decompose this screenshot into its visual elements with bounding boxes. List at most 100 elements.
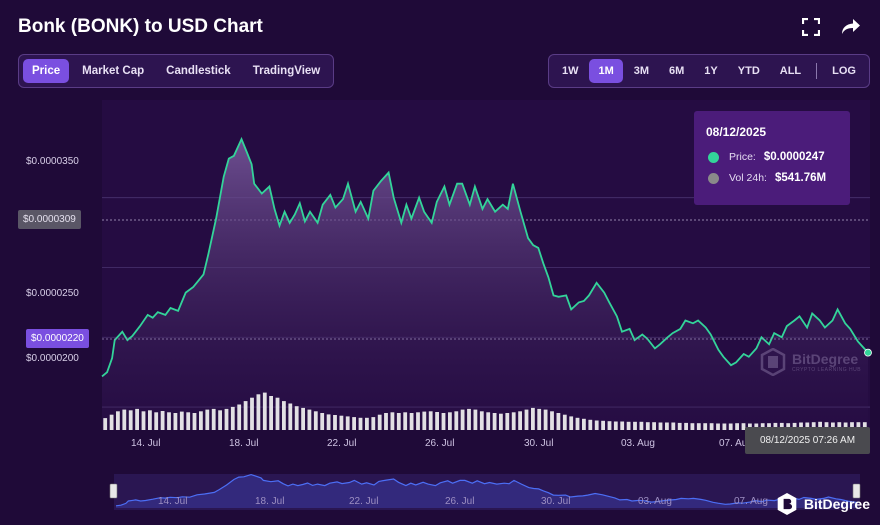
navigator-label: 26. Jul — [445, 496, 475, 507]
volume-bar — [256, 394, 261, 430]
volume-bar — [441, 413, 446, 430]
range-1w[interactable]: 1W — [561, 65, 579, 77]
bitdegree-brand[interactable]: BitDegree — [776, 492, 870, 516]
volume-bar — [543, 409, 548, 430]
volume-bar — [403, 412, 408, 430]
tab-price[interactable]: Price — [23, 59, 70, 83]
volume-bar — [837, 422, 842, 430]
volume-bar — [282, 401, 286, 430]
fullscreen-icon[interactable] — [800, 16, 822, 38]
volume-bar — [320, 413, 325, 430]
log-scale-toggle[interactable]: LOG — [832, 65, 856, 77]
volume-bar — [588, 419, 593, 430]
x-tick-label: 07. Aug — [719, 438, 753, 449]
x-tick-label: 18. Jul — [229, 438, 259, 449]
volume-bar — [620, 421, 625, 430]
volume-bar — [537, 408, 542, 430]
volume-bar — [626, 421, 631, 430]
navigator-handle-left[interactable] — [109, 483, 118, 499]
volume-bar — [684, 422, 688, 430]
tab-tradingview[interactable]: TradingView — [252, 65, 321, 77]
chart-type-tabs: Price Market Cap Candlestick TradingView — [18, 54, 335, 88]
volume-bar — [716, 423, 720, 430]
volume-bar — [633, 421, 637, 430]
volume-bar — [728, 423, 733, 430]
volume-bar — [454, 411, 459, 430]
time-range-selector: 1W 1M 3M 6M 1Y YTD ALL LOG — [547, 54, 870, 88]
volume-bar — [358, 417, 363, 430]
y-tick-label-200: $0.0000200 — [26, 353, 79, 364]
crosshair-time-badge: 08/12/2025 07:26 AM — [745, 427, 870, 454]
brand-name: BitDegree — [803, 496, 870, 512]
volume-bar — [562, 414, 567, 430]
navigator-area — [116, 474, 858, 508]
volume-bar — [754, 423, 759, 430]
volume-dot-icon — [708, 172, 719, 184]
volume-bar — [843, 422, 848, 430]
volume-bar — [243, 401, 248, 430]
share-icon[interactable] — [840, 16, 862, 38]
volume-bar — [831, 422, 835, 430]
tooltip-price-value: $0.0000247 — [763, 151, 825, 163]
volume-bar — [531, 407, 535, 430]
volume-bar — [748, 423, 752, 430]
x-tick-label: 30. Jul — [524, 438, 554, 449]
volume-bar — [262, 392, 267, 430]
price-chart[interactable] — [0, 98, 880, 525]
y-tick-label-250: $0.0000250 — [26, 288, 79, 299]
volume-bar — [116, 411, 120, 430]
volume-bar — [696, 423, 701, 430]
tooltip-volume-value: $541.76M — [774, 172, 827, 184]
volume-bar — [192, 413, 197, 430]
volume-bar — [645, 422, 650, 430]
volume-bar — [288, 403, 293, 430]
watermark-name: BitDegree — [792, 351, 859, 367]
range-all[interactable]: ALL — [779, 65, 802, 77]
volume-bar — [109, 414, 114, 430]
range-1y[interactable]: 1Y — [704, 65, 718, 77]
volume-bar — [811, 422, 816, 430]
volume-bar — [690, 423, 695, 430]
navigator-label: 22. Jul — [349, 496, 379, 507]
volume-bar — [103, 418, 108, 430]
range-ytd[interactable]: YTD — [737, 65, 760, 77]
volume-bar — [594, 420, 599, 430]
range-3m[interactable]: 3M — [633, 65, 650, 77]
volume-bar — [435, 412, 439, 430]
volume-bar — [339, 415, 344, 430]
range-1m[interactable]: 1M — [589, 59, 623, 83]
volume-bar — [722, 423, 727, 430]
bitdegree-watermark: BitDegree CRYPTO LEARNING HUB — [760, 348, 861, 376]
volume-bar — [786, 423, 791, 430]
volume-bar — [211, 408, 216, 430]
volume-bar — [741, 423, 746, 430]
tooltip-volume-row: Vol 24h: $541.76M — [708, 172, 826, 184]
volume-bar — [154, 412, 159, 430]
volume-bars — [103, 392, 867, 430]
volume-bar — [333, 415, 337, 430]
volume-bar — [773, 422, 778, 430]
volume-bar — [416, 412, 420, 430]
tooltip-volume-label: Vol 24h: — [729, 172, 767, 184]
volume-bar — [518, 411, 522, 430]
volume-bar — [384, 413, 388, 430]
range-6m[interactable]: 6M — [669, 65, 685, 77]
volume-bar — [850, 422, 854, 430]
volume-bar — [550, 411, 554, 430]
navigator-handle-right[interactable] — [852, 483, 861, 499]
volume-bar — [409, 413, 414, 430]
volume-bar — [556, 413, 561, 430]
tooltip-date: 08/12/2025 — [706, 125, 767, 139]
volume-bar — [467, 408, 471, 430]
volume-bar — [505, 413, 510, 430]
tab-market-cap[interactable]: Market Cap — [82, 65, 145, 77]
tab-candlestick[interactable]: Candlestick — [166, 65, 231, 77]
volume-bar — [179, 411, 184, 430]
watermark-subtitle: CRYPTO LEARNING HUB — [792, 367, 862, 373]
crosshair-price-badge: $0.0000309 — [18, 210, 81, 229]
volume-bar — [224, 408, 229, 430]
volume-bar — [613, 421, 618, 430]
volume-bar — [307, 409, 312, 430]
volume-bar — [524, 409, 529, 430]
page-title: Bonk (BONK) to USD Chart — [18, 16, 263, 37]
